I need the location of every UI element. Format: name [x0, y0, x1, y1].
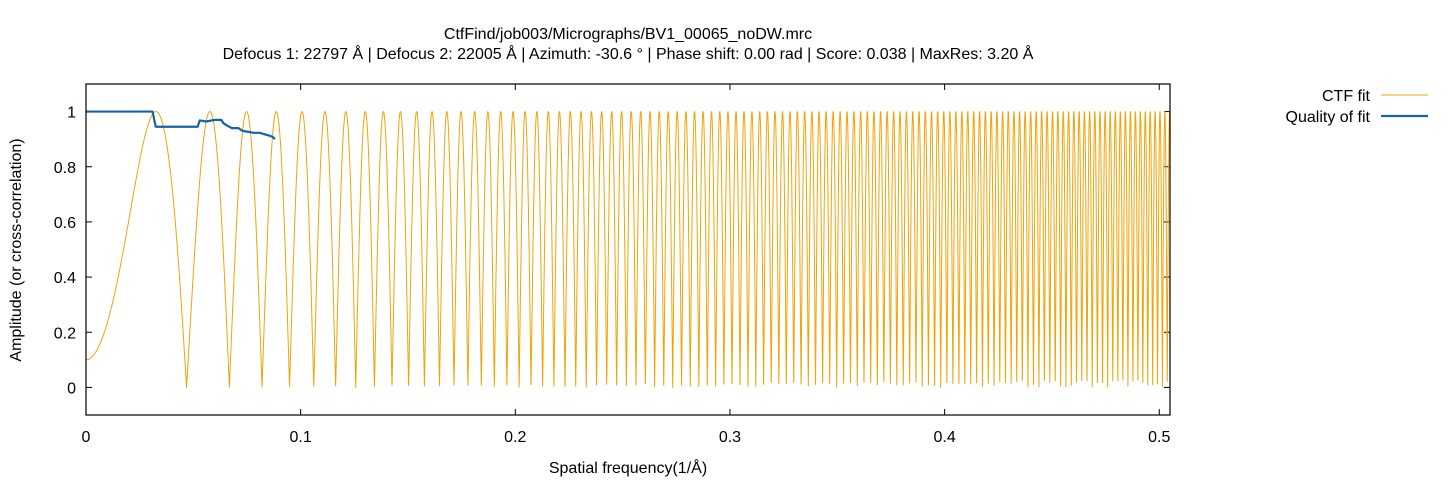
- x-axis-label: Spatial frequency(1/Å): [549, 458, 707, 477]
- legend: CTF fit Quality of fit: [1286, 88, 1428, 126]
- x-tick-label: 0.2: [504, 429, 526, 446]
- ctf-fit-line: [86, 111, 1170, 388]
- y-axis-label: Amplitude (or cross-correlation): [8, 138, 25, 361]
- y-tick-label: 0.8: [54, 160, 76, 177]
- y-tick-label: 1: [67, 105, 76, 122]
- y-tick-label: 0: [67, 380, 76, 397]
- plot-frame: [85, 83, 1171, 416]
- x-tick-label: 0.3: [719, 429, 741, 446]
- chart-subtitle: Defocus 1: 22797 Å | Defocus 2: 22005 Å …: [223, 44, 1034, 63]
- x-axis-ticks: 0 0.1 0.2 0.3 0.4 0.5: [82, 84, 1170, 446]
- y-axis-ticks: 0 0.2 0.4 0.6 0.8 1: [54, 105, 1170, 397]
- x-tick-label: 0.4: [933, 429, 955, 446]
- y-tick-label: 0.6: [54, 215, 76, 232]
- legend-label-quality-of-fit: Quality of fit: [1286, 109, 1371, 126]
- y-tick-label: 0.2: [54, 325, 76, 342]
- chart-title: CtfFind/job003/Micrographs/BV1_00065_noD…: [444, 26, 812, 43]
- x-tick-label: 0.1: [290, 429, 312, 446]
- y-tick-label: 0.4: [54, 270, 76, 287]
- x-tick-label: 0.5: [1148, 429, 1170, 446]
- x-tick-label: 0: [82, 429, 91, 446]
- quality-of-fit-line: [86, 110, 276, 140]
- legend-label-ctf-fit: CTF fit: [1322, 88, 1371, 105]
